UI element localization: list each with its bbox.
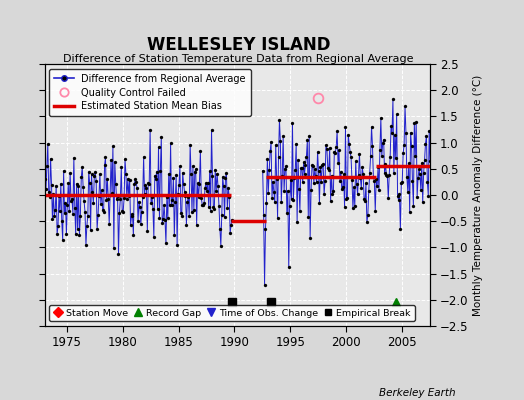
Legend: Station Move, Record Gap, Time of Obs. Change, Empirical Break: Station Move, Record Gap, Time of Obs. C… xyxy=(49,305,415,321)
Text: WELLESLEY ISLAND: WELLESLEY ISLAND xyxy=(147,36,330,54)
Y-axis label: Monthly Temperature Anomaly Difference (°C): Monthly Temperature Anomaly Difference (… xyxy=(473,74,483,316)
Text: Berkeley Earth: Berkeley Earth xyxy=(379,388,456,398)
Text: Difference of Station Temperature Data from Regional Average: Difference of Station Temperature Data f… xyxy=(63,54,413,64)
